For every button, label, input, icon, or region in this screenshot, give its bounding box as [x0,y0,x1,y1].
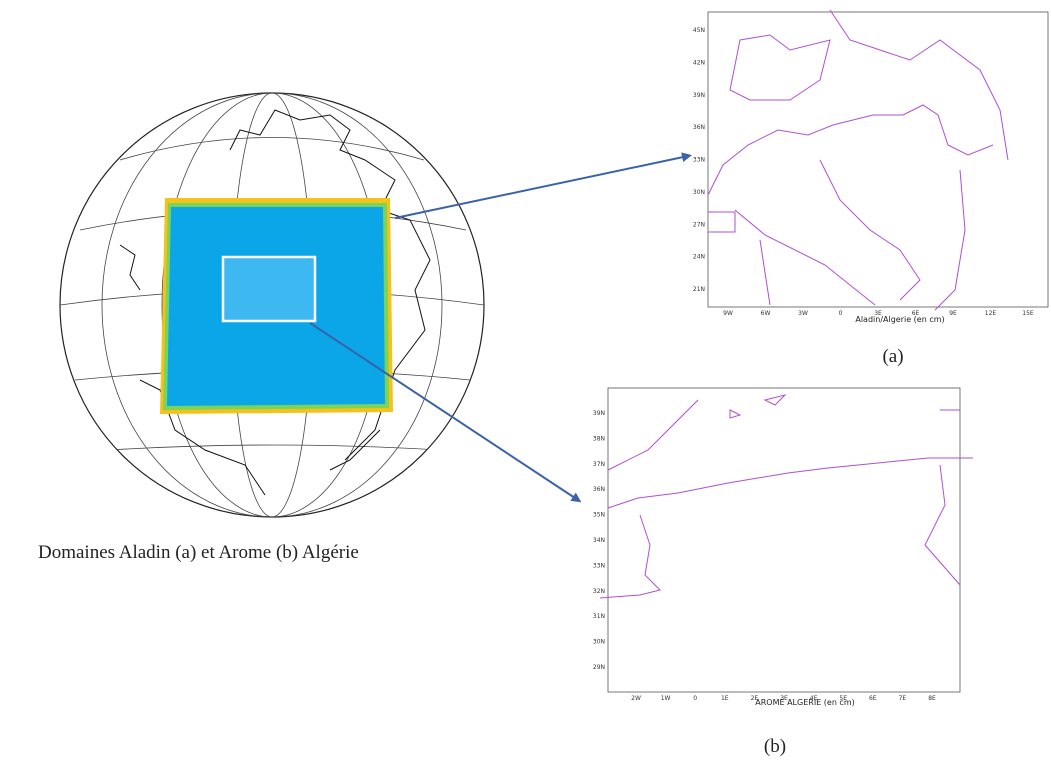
panel-label: (b) [764,736,786,757]
x-tick-label: 6E [912,310,920,317]
x-tick-label: 15E [1022,310,1034,317]
y-tick-label: 30N [593,639,605,646]
y-tick-label: 34N [593,537,605,544]
x-tick-label: 4E [810,695,818,702]
y-tick-label: 45N [693,27,705,34]
x-tick-label: 1W [661,695,671,702]
x-tick-label: 12E [985,310,997,317]
globe [60,93,484,517]
y-tick-label: 33N [593,562,605,569]
x-tick-label: 3E [874,310,882,317]
y-tick-label: 35N [593,512,605,519]
y-tick-label: 30N [693,189,705,196]
y-tick-label: 27N [693,221,705,228]
x-tick-label: 8E [928,695,936,702]
x-tick-label: 5E [839,695,847,702]
panel-label: (a) [882,346,903,367]
y-tick-label: 36N [693,124,705,131]
x-tick-label: 0 [839,310,843,317]
y-tick-label: 36N [593,486,605,493]
x-tick-label: 2E [751,695,759,702]
y-tick-label: 24N [693,254,705,261]
x-tick-label: 1E [721,695,729,702]
caption: Domaines Aladin (a) et Arome (b) Algérie [38,542,359,563]
x-tick-label: 7E [899,695,907,702]
y-tick-label: 21N [693,286,705,293]
y-tick-label: 31N [593,613,605,620]
y-tick-label: 39N [593,410,605,417]
x-tick-label: 9W [723,310,733,317]
x-tick-label: 6E [869,695,877,702]
x-tick-label: 0 [693,695,697,702]
y-tick-label: 29N [593,664,605,671]
x-tick-label: 3W [798,310,808,317]
x-tick-label: 3E [780,695,788,702]
y-tick-label: 38N [593,435,605,442]
y-tick-label: 32N [593,588,605,595]
map-title: Aladin/Algerie (en cm) [855,315,944,324]
x-tick-label: 9E [949,310,957,317]
y-tick-label: 39N [693,92,705,99]
y-tick-label: 33N [693,157,705,164]
x-tick-label: 2W [631,695,641,702]
y-tick-label: 42N [693,59,705,66]
x-tick-label: 6W [761,310,771,317]
y-tick-label: 37N [593,461,605,468]
figure: Aladin/Algerie (en cm) (a) AROME ALGERIE… [0,0,1051,764]
